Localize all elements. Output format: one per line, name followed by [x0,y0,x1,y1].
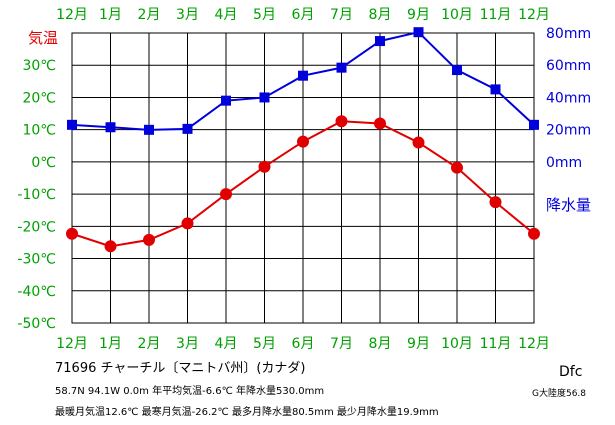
month-labels-bottom: 12月 1月 2月 3月 4月 5月 6月 7月 8月 9月 10月 11月 12月 [56,336,550,352]
temperature-point [66,227,78,240]
month-label-bottom: 1月 [99,336,122,352]
temperature-point [489,196,502,209]
temperature-tick-label: -20℃ [17,219,56,235]
precipitation-point [67,119,77,130]
month-labels-top: 12月 1月 2月 3月 4月 5月 6月 7月 8月 9月 10月 11月 12月 [56,7,550,23]
temperature-tick-label: -40℃ [17,284,56,300]
month-label-top: 8月 [369,7,392,23]
month-label-bottom: 10月 [441,336,473,352]
precipitation-tick-label: 20mm [546,123,591,139]
temperature-tick-label: 10℃ [22,123,56,139]
precipitation-axis-label: 降水量 [546,196,591,214]
precipitation-tick-label: 80mm [546,26,591,42]
month-label-bottom: 6月 [292,336,315,352]
precipitation-point [529,119,539,130]
month-label-bottom: 9月 [407,336,430,352]
precipitation-point [375,36,385,47]
temperature-axis-label: 気温 [28,29,58,47]
precipitation-tick-label: 60mm [546,58,591,74]
month-label-top: 10月 [441,7,473,23]
month-label-top: 9月 [407,7,430,23]
temperature-tick-label: -30℃ [17,252,56,268]
precipitation-point [490,84,501,95]
temperature-tick-label: 30℃ [22,58,56,74]
month-label-top: 7月 [330,7,353,23]
temperature-point [412,136,425,149]
month-label-bottom: 12月 [518,336,550,352]
station-summary-line-2: 最暖月気温12.6℃ 最寒月気温-26.2℃ 最多月降水量80.5mm 最少月降… [55,407,439,418]
month-label-bottom: 8月 [369,336,392,352]
temperature-point [374,117,386,130]
month-label-bottom: 3月 [176,336,199,352]
temperature-point [528,227,540,240]
climate-classification: Dfc [559,364,583,380]
continentality-index: G大陸度56.8 [532,389,587,399]
temperature-point [220,188,232,201]
temperature-tick-label: -10℃ [17,187,56,203]
temperature-tick-label: 20℃ [22,90,56,106]
temperature-axis-ticks: 30℃ 20℃ 10℃ 0℃ -10℃ -20℃ -30℃ -40℃ -50℃ [17,58,56,332]
month-label-top: 2月 [138,7,161,23]
precipitation-point [336,62,347,73]
month-label-top: 1月 [99,7,122,23]
temperature-point [297,135,309,148]
precipitation-point [413,27,424,38]
month-label-bottom: 4月 [215,336,238,352]
precipitation-point [144,124,154,135]
month-label-top: 6月 [292,7,315,23]
temperature-point [335,115,348,128]
station-title: 71696 チャーチル〔マニトバ州〕(カナダ) [55,361,306,376]
temperature-point [258,160,271,173]
month-label-bottom: 5月 [253,336,276,352]
month-label-top: 3月 [176,7,199,23]
temperature-point [181,217,194,230]
month-label-bottom: 7月 [330,336,353,352]
precipitation-series [67,27,539,135]
temperature-point [451,161,463,174]
precipitation-point [182,123,193,134]
month-label-top: 12月 [518,7,550,23]
temperature-point [143,233,155,246]
month-label-bottom: 12月 [56,336,88,352]
month-label-top: 5月 [253,7,276,23]
month-label-bottom: 11月 [480,336,512,352]
precipitation-tick-label: 0mm [546,155,582,171]
temperature-point [104,240,117,253]
precipitation-point [298,70,308,81]
month-label-top: 4月 [215,7,238,23]
precipitation-axis-ticks: 80mm 60mm 40mm 20mm 0mm [546,26,591,171]
temperature-tick-label: -50℃ [17,316,56,332]
month-label-bottom: 2月 [138,336,161,352]
month-label-top: 12月 [56,7,88,23]
precipitation-point [259,92,270,103]
precipitation-point [452,65,462,76]
temperature-tick-label: 0℃ [31,155,56,171]
temperature-series [66,115,540,253]
precipitation-point [105,122,116,133]
chart-grid [71,32,535,324]
station-summary-line-1: 58.7N 94.1W 0.0m 年平均気温-6.6℃ 年降水量530.0mm [55,386,325,397]
precipitation-tick-label: 40mm [546,90,591,106]
precipitation-point [221,95,231,106]
month-label-top: 11月 [480,7,512,23]
